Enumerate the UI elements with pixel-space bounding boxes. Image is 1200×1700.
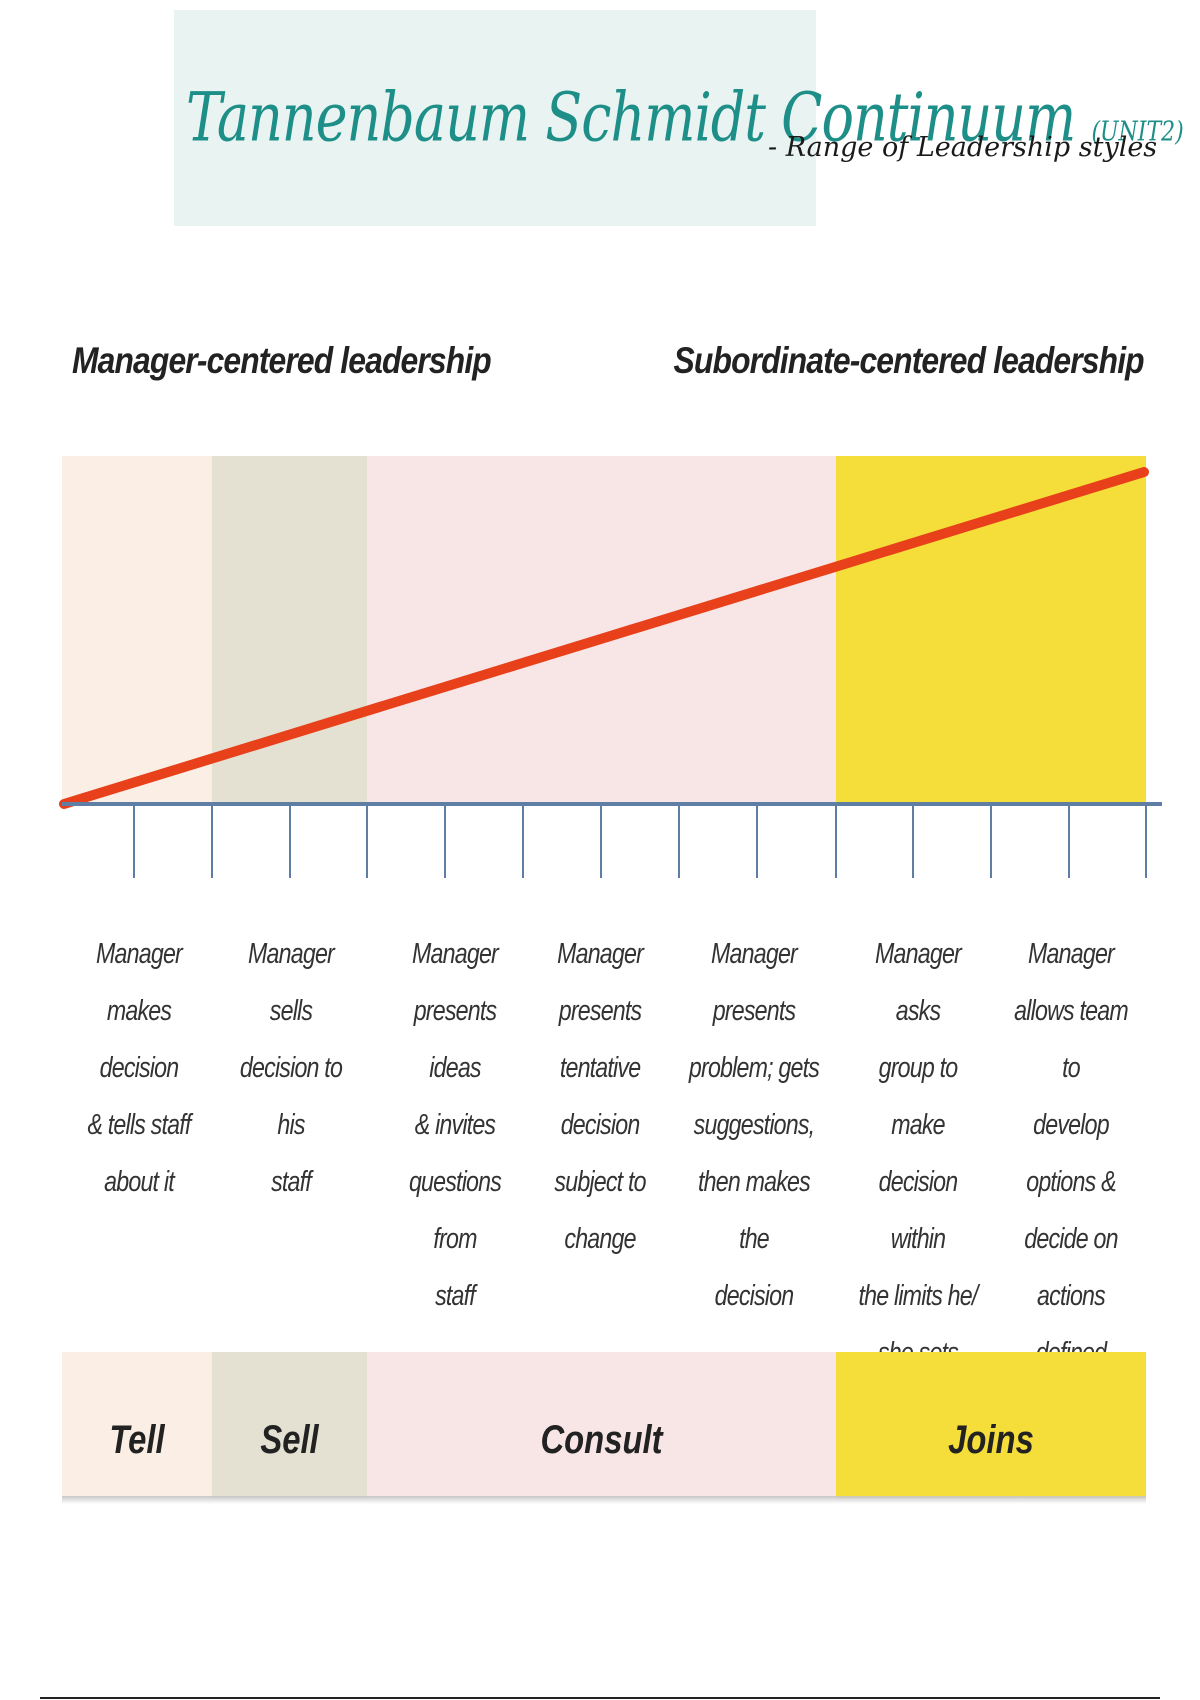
- title-highlight: [174, 10, 816, 226]
- axis-ticks: [133, 804, 1147, 878]
- band-sell: [212, 1352, 367, 1498]
- style-label-sell: Sell: [260, 1418, 319, 1462]
- style-label-consult: Consult: [540, 1418, 663, 1462]
- style-description: Manager makes decision & tells staff abo…: [87, 938, 191, 1198]
- style-description: Manager presents tentative decision subj…: [554, 938, 646, 1255]
- style-label-joins: Joins: [948, 1418, 1034, 1462]
- style-description: Manager asks group to make decision with…: [858, 938, 978, 1369]
- footer-rule: [40, 1697, 1160, 1699]
- heading-subordinate-centered: Subordinate-centered leadership: [673, 340, 1145, 381]
- title-text: Tannenbaum Schmidt Continuum: [186, 78, 1076, 157]
- style-description: Manager sells decision to his staff: [239, 938, 343, 1198]
- band-consult: [367, 1352, 836, 1498]
- style-label-tell: Tell: [109, 1418, 165, 1462]
- style-description: Manager presents problem; gets suggestio…: [688, 938, 820, 1312]
- page-subtitle: - Range of Leadership styles: [768, 132, 1158, 163]
- band-tell: [62, 1352, 212, 1498]
- page-title: Tannenbaum Schmidt Continuum (UNIT2): [186, 78, 1184, 157]
- zone-joins: [836, 456, 1146, 804]
- style-description: Manager presents ideas & invites questio…: [408, 938, 502, 1312]
- band-joins: [836, 1352, 1146, 1498]
- zone-tell: [62, 456, 212, 804]
- zone-consult: [367, 456, 836, 804]
- title-unit: (UNIT2): [1091, 116, 1184, 148]
- band-shadow: [62, 1496, 1146, 1504]
- authority-trend-line: [59, 467, 1149, 809]
- heading-manager-centered: Manager-centered leadership: [72, 340, 492, 381]
